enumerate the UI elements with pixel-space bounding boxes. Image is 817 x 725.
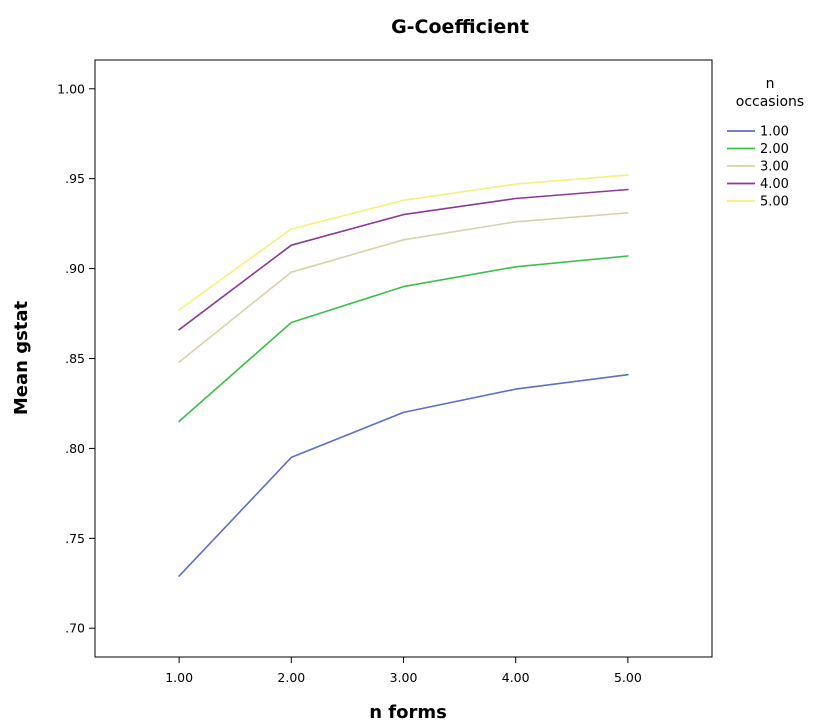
x-axis-title: n forms — [369, 702, 447, 723]
legend-title-line-1: n — [766, 76, 775, 92]
legend-label-1: 1.00 — [760, 125, 789, 140]
y-tick-label: .80 — [65, 441, 85, 456]
series-line-1 — [178, 373, 629, 577]
legend-label-5: 5.00 — [760, 195, 789, 210]
legend-label-2: 2.00 — [760, 142, 789, 157]
y-tick-label: 1.00 — [57, 81, 85, 96]
legend-title-line-2: occasions — [736, 94, 804, 110]
legend-label-4: 4.00 — [760, 177, 789, 192]
chart-title: G-Coefficient — [391, 16, 529, 38]
x-axis: 1.00 2.00 3.00 4.00 5.00 — [165, 657, 642, 685]
x-tick-label: 1.00 — [165, 670, 193, 685]
series-line-5 — [178, 174, 629, 311]
y-tick-label: .95 — [65, 171, 85, 186]
x-tick-label: 2.00 — [277, 670, 305, 685]
x-tick-label: 5.00 — [614, 670, 642, 685]
y-axis: .70 .75 .80 .85 .90 .95 1.00 — [57, 81, 95, 636]
x-tick-label: 4.00 — [502, 670, 530, 685]
y-tick-label: .70 — [65, 621, 85, 636]
series-line-3 — [178, 212, 629, 363]
legend-label-3: 3.00 — [760, 160, 789, 175]
x-tick-label: 3.00 — [390, 670, 418, 685]
series-line-2 — [178, 255, 629, 423]
legend: n occasions 1.00 2.00 3.00 4.00 5.00 — [727, 76, 804, 210]
y-tick-label: .90 — [65, 261, 85, 276]
plot-area — [94, 59, 713, 658]
y-tick-label: .75 — [65, 531, 85, 546]
y-axis-title: Mean gstat — [11, 300, 32, 415]
series-lines — [178, 174, 629, 577]
y-tick-label: .85 — [65, 351, 85, 366]
series-line-4 — [178, 188, 629, 331]
